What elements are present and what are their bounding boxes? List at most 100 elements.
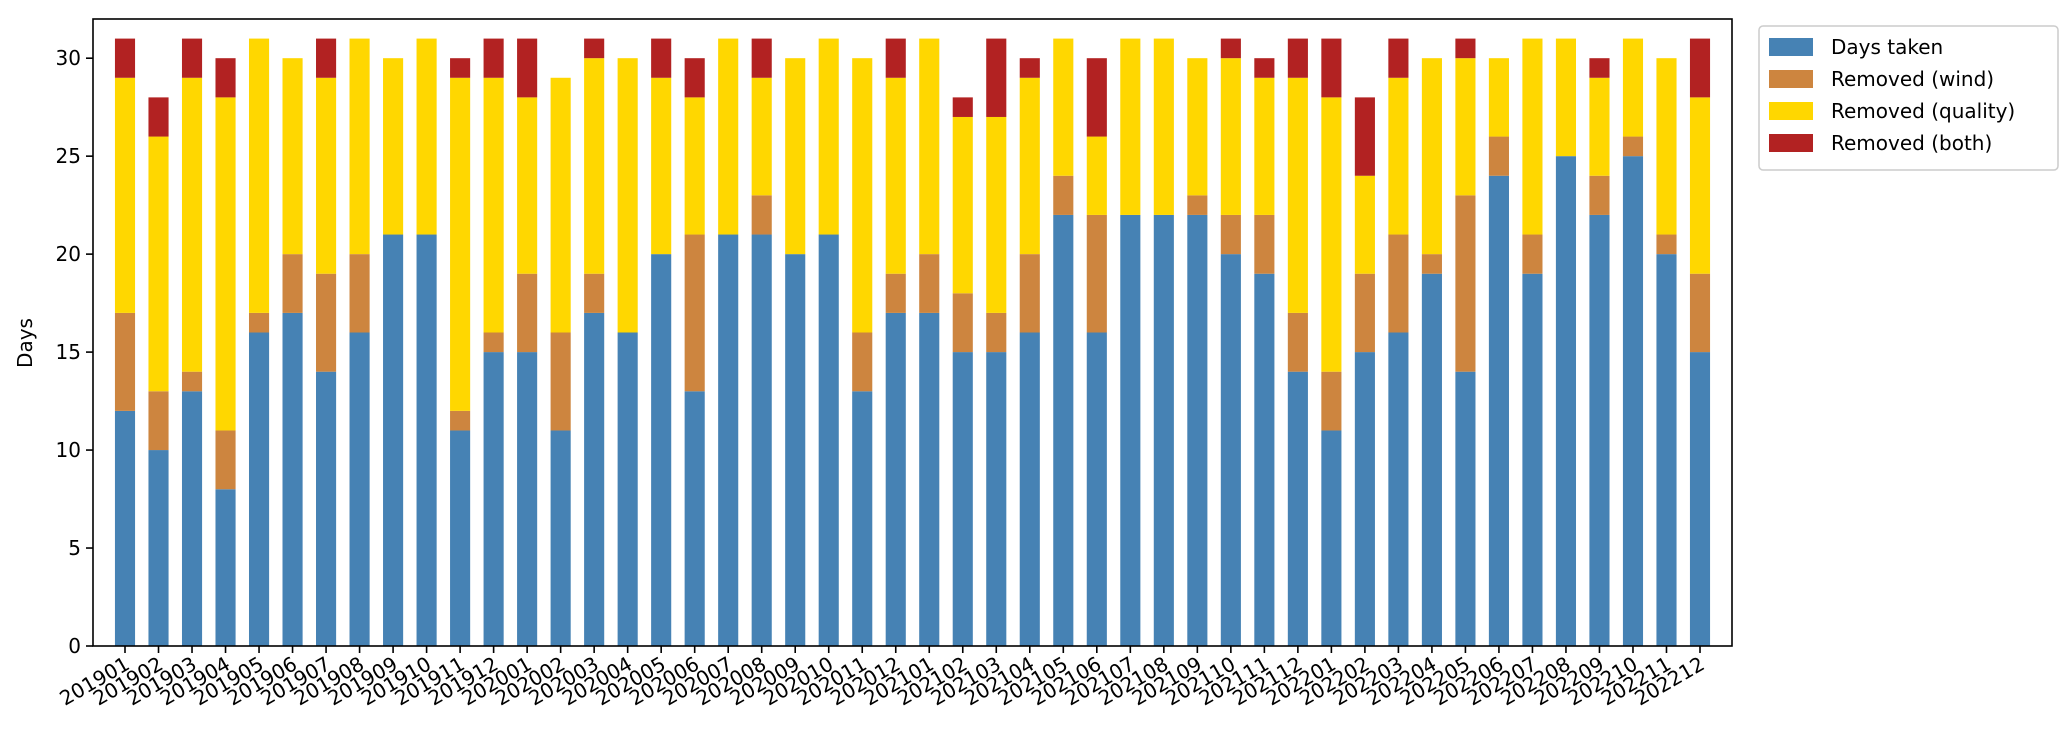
bar-202010-series-0 [818, 234, 839, 646]
bar-201911-series-1 [450, 410, 471, 431]
bar-202006-series-1 [684, 234, 705, 392]
bar-202005-series-3 [651, 38, 672, 78]
bar-202208-series-0 [1555, 156, 1577, 646]
bar-202207-series-0 [1522, 273, 1543, 646]
bar-201903-series-0 [181, 391, 203, 646]
bar-201909-series-2 [383, 58, 404, 235]
bar-202211-series-1 [1656, 234, 1677, 255]
bar-202008-series-1 [751, 195, 772, 235]
bar-202002-series-0 [550, 430, 571, 646]
y-tick-label: 5 [68, 536, 81, 560]
legend-label-1: Removed (wind) [1831, 67, 1994, 91]
bar-201910-series-2 [416, 38, 437, 235]
bar-201912-series-0 [483, 352, 504, 646]
bar-202202-series-1 [1354, 273, 1375, 353]
bar-201912-series-1 [483, 332, 504, 353]
bar-202206-series-0 [1488, 175, 1509, 646]
bar-202103-series-2 [986, 116, 1007, 313]
bar-202203-series-0 [1388, 332, 1409, 646]
bar-202110-series-3 [1220, 38, 1241, 59]
bar-201906-series-2 [282, 58, 303, 255]
bar-202102-series-2 [952, 116, 973, 294]
bar-202006-series-2 [684, 97, 705, 235]
bar-202102-series-0 [952, 352, 973, 646]
bar-202202-series-3 [1354, 97, 1375, 176]
bar-202202-series-0 [1354, 352, 1375, 646]
y-tick-label: 20 [56, 242, 81, 266]
y-tick-label: 0 [68, 634, 81, 658]
y-tick-label: 10 [56, 438, 81, 462]
bar-202007-series-0 [718, 234, 739, 646]
bar-202011-series-0 [852, 391, 873, 646]
bar-202103-series-0 [986, 352, 1007, 646]
bar-201908-series-1 [349, 254, 370, 333]
bar-201905-series-1 [248, 312, 270, 333]
bar-202211-series-0 [1656, 254, 1677, 647]
bar-201902-series-3 [148, 97, 169, 137]
bar-202003-series-0 [584, 312, 605, 646]
bar-201902-series-2 [148, 136, 169, 392]
bar-202201-series-3 [1321, 38, 1342, 98]
bar-202011-series-2 [852, 58, 873, 333]
bar-202001-series-2 [517, 97, 538, 274]
bar-202103-series-1 [986, 312, 1007, 353]
bars-group [114, 38, 1711, 647]
bar-202004-series-0 [617, 332, 638, 646]
bar-201902-series-1 [148, 391, 169, 451]
bar-201911-series-3 [450, 58, 471, 78]
bar-202007-series-2 [718, 38, 739, 235]
bar-202202-series-2 [1354, 175, 1375, 274]
bar-202103-series-3 [986, 38, 1007, 117]
y-tick-label: 25 [56, 144, 81, 168]
bar-202201-series-0 [1321, 430, 1342, 646]
bar-201903-series-3 [181, 38, 203, 78]
bar-202102-series-3 [952, 97, 973, 117]
bar-201901-series-2 [114, 77, 136, 313]
bar-202003-series-1 [584, 273, 605, 313]
legend-label-0: Days taken [1831, 35, 1943, 59]
bar-201907-series-0 [316, 371, 337, 646]
bar-202208-series-2 [1555, 38, 1577, 157]
bar-202109-series-0 [1187, 214, 1208, 646]
bar-202105-series-2 [1053, 38, 1074, 176]
bar-202111-series-3 [1254, 58, 1275, 78]
bar-202009-series-2 [785, 58, 806, 255]
legend-swatch-2 [1769, 102, 1813, 120]
bar-202201-series-2 [1321, 97, 1342, 372]
bar-202101-series-1 [919, 254, 940, 313]
bar-202110-series-2 [1220, 58, 1241, 215]
bar-202101-series-2 [919, 38, 940, 255]
bar-202001-series-1 [517, 273, 538, 353]
bar-202104-series-1 [1019, 254, 1040, 333]
bar-201904-series-0 [215, 489, 236, 646]
bar-202209-series-1 [1589, 175, 1610, 215]
bar-201903-series-1 [181, 371, 203, 392]
bar-202205-series-1 [1455, 195, 1476, 372]
bar-202012-series-2 [885, 77, 906, 274]
bar-201906-series-0 [282, 312, 303, 646]
y-tick-label: 30 [56, 46, 81, 70]
y-axis: 0 5 10 15 20 25 30 [56, 46, 93, 658]
bar-202112-series-3 [1287, 38, 1308, 78]
bar-202211-series-2 [1656, 58, 1677, 235]
legend: Days taken Removed (wind) Removed (quality… [1758, 25, 2059, 171]
bar-201904-series-1 [215, 430, 236, 490]
bar-202106-series-2 [1086, 136, 1107, 215]
bar-202212-series-0 [1689, 352, 1711, 646]
bar-202101-series-0 [919, 312, 940, 646]
bar-201905-series-2 [248, 38, 270, 313]
bar-202104-series-0 [1019, 332, 1040, 646]
bar-202210-series-1 [1622, 136, 1644, 157]
bar-201904-series-3 [215, 58, 236, 98]
bar-202112-series-1 [1287, 312, 1308, 372]
bar-202008-series-2 [751, 77, 772, 196]
legend-swatch-1 [1769, 70, 1813, 88]
y-tick-label: 15 [56, 340, 81, 364]
bar-202112-series-0 [1287, 371, 1308, 646]
bar-202204-series-0 [1421, 273, 1442, 646]
bar-202205-series-2 [1455, 58, 1476, 196]
bar-202111-series-0 [1254, 273, 1275, 646]
bar-201911-series-0 [450, 430, 471, 646]
bar-202001-series-3 [517, 38, 538, 98]
